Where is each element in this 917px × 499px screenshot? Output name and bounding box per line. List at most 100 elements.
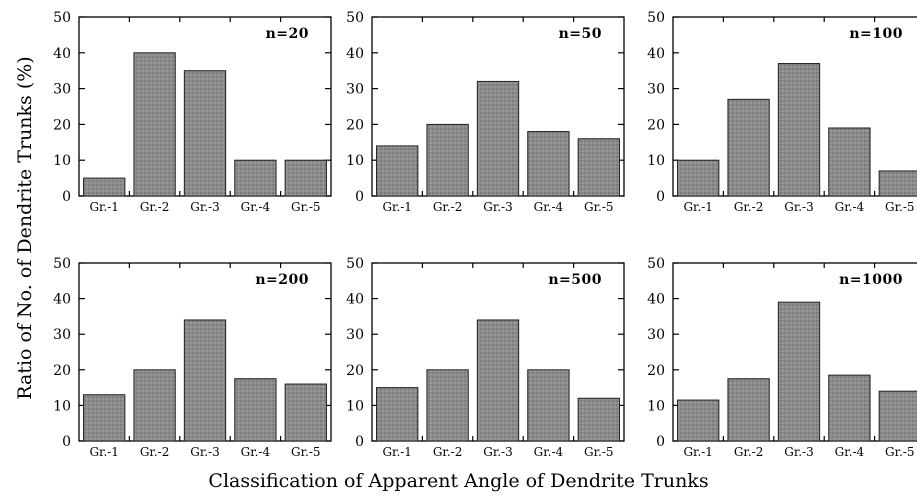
bar-Gr.-4 — [234, 159, 277, 197]
bar-Gr.-1 — [677, 399, 720, 442]
x-tick-label: Gr.-4 — [534, 200, 564, 214]
y-tick-label: 0 — [656, 434, 665, 450]
y-tick-label: 10 — [647, 153, 665, 169]
x-tick-label: Gr.-5 — [584, 445, 614, 459]
x-tick-label: Gr.-4 — [835, 445, 865, 459]
y-tick-label: 30 — [346, 82, 364, 98]
x-tick-label: Gr.-3 — [784, 200, 814, 214]
bar-Gr.-4 — [234, 378, 277, 442]
bar-Gr.-4 — [527, 369, 570, 442]
y-tick-label: 0 — [656, 189, 665, 205]
chart-panel-n-500: 0 10 20 30 40 50 Gr.-1 Gr.-2 Gr.-3 Gr.-4 Gr.-5 n=50… — [346, 256, 625, 459]
y-tick-label: 40 — [647, 46, 665, 62]
bar-Gr.-3 — [183, 319, 227, 442]
bar-Gr.-5 — [284, 159, 327, 197]
x-tick-label: Gr.-4 — [241, 200, 271, 214]
panel-annotation: n=1000 — [839, 272, 903, 288]
y-tick-label: 10 — [647, 398, 665, 414]
y-tick-label: 10 — [346, 398, 364, 414]
x-tick-label: Gr.-3 — [190, 445, 220, 459]
x-tick-label: Gr.-4 — [241, 445, 271, 459]
chart-panel-n-1000: 0 10 20 30 40 50 Gr.-1 Gr.-2 Gr.-3 Gr.-4 Gr.-5 n=10… — [647, 256, 917, 459]
y-tick-label: 20 — [346, 363, 364, 379]
y-tick-label: 30 — [647, 82, 665, 98]
panel-annotation: n=100 — [849, 26, 903, 42]
x-tick-label: Gr.-5 — [291, 200, 321, 214]
y-tick-label: 10 — [53, 153, 71, 169]
y-tick-label: 30 — [647, 327, 665, 343]
y-tick-label: 40 — [346, 46, 364, 62]
x-tick-label: Gr.-3 — [784, 445, 814, 459]
x-tick-label: Gr.-1 — [382, 445, 412, 459]
y-tick-label: 0 — [355, 434, 364, 450]
bar-Gr.-3 — [777, 63, 821, 197]
x-tick-label: Gr.-1 — [89, 200, 119, 214]
y-tick-label: 0 — [62, 189, 71, 205]
x-tick-label: Gr.-2 — [140, 445, 170, 459]
bar-Gr.-5 — [284, 383, 327, 442]
y-tick-label: 50 — [53, 256, 71, 272]
y-tick-label: 50 — [647, 10, 665, 26]
x-tick-label: Gr.-2 — [433, 445, 463, 459]
y-tick-label: 30 — [53, 327, 71, 343]
bar-Gr.-1 — [376, 387, 419, 442]
y-tick-label: 30 — [346, 327, 364, 343]
bar-Gr.-1 — [83, 394, 126, 442]
y-tick-label: 50 — [346, 256, 364, 272]
bar-Gr.-5 — [878, 390, 917, 442]
x-tick-label: Gr.-5 — [291, 445, 321, 459]
y-tick-label: 40 — [346, 292, 364, 308]
x-tick-label: Gr.-1 — [683, 200, 713, 214]
bar-Gr.-2 — [426, 123, 469, 197]
y-tick-label: 50 — [346, 10, 364, 26]
x-tick-label: Gr.-4 — [534, 445, 564, 459]
bar-Gr.-5 — [577, 397, 620, 442]
x-tick-label: Gr.-1 — [683, 445, 713, 459]
x-tick-label: Gr.-2 — [734, 200, 764, 214]
x-tick-label: Gr.-1 — [382, 200, 412, 214]
bar-Gr.-5 — [577, 138, 620, 197]
y-tick-label: 20 — [346, 117, 364, 133]
x-tick-label: Gr.-2 — [734, 445, 764, 459]
bar-Gr.-1 — [83, 177, 126, 197]
x-tick-label: Gr.-2 — [140, 200, 170, 214]
bar-Gr.-4 — [828, 374, 871, 442]
chart-panel-n-100: 0 10 20 30 40 50 Gr.-1 Gr.-2 Gr.-3 Gr.-4 Gr.-5 n=10… — [647, 10, 917, 214]
y-tick-label: 0 — [355, 189, 364, 205]
y-tick-label: 50 — [53, 10, 71, 26]
x-tick-label: Gr.-3 — [483, 200, 513, 214]
panel-annotation: n=200 — [255, 272, 309, 288]
panel-annotation: n=20 — [266, 26, 309, 42]
y-tick-label: 20 — [53, 117, 71, 133]
x-tick-label: Gr.-4 — [835, 200, 865, 214]
bar-Gr.-1 — [677, 159, 720, 197]
x-tick-label: Gr.-2 — [433, 200, 463, 214]
y-tick-label: 40 — [53, 292, 71, 308]
bar-Gr.-5 — [878, 170, 917, 197]
bar-Gr.-2 — [426, 369, 469, 442]
bar-Gr.-3 — [476, 80, 520, 197]
x-tick-label: Gr.-1 — [89, 445, 119, 459]
y-tick-label: 20 — [647, 363, 665, 379]
x-tick-label: Gr.-3 — [190, 200, 220, 214]
panel-annotation: n=50 — [559, 26, 602, 42]
y-tick-label: 20 — [53, 363, 71, 379]
bar-Gr.-4 — [828, 127, 871, 197]
bar-Gr.-2 — [133, 52, 176, 197]
y-tick-label: 30 — [53, 82, 71, 98]
bar-Gr.-1 — [376, 145, 419, 197]
panel-annotation: n=500 — [548, 272, 602, 288]
x-tick-label: Gr.-3 — [483, 445, 513, 459]
y-tick-label: 50 — [647, 256, 665, 272]
chart-panel-n-50: 0 10 20 30 40 50 Gr.-1 Gr.-2 Gr.-3 Gr.-4 Gr.-5 n=50 — [346, 10, 625, 214]
y-tick-label: 40 — [647, 292, 665, 308]
bar-Gr.-3 — [183, 70, 227, 197]
bar-Gr.-2 — [133, 369, 176, 442]
chart-panel-n-20: 0 10 20 30 40 50 Gr.-1 Gr.-2 Gr.-3 Gr.-4 Gr.-5 n=20 — [53, 10, 332, 214]
y-tick-label: 10 — [346, 153, 364, 169]
x-axis-label: Classification of Apparent Angle of Dend… — [208, 470, 709, 492]
bar-Gr.-2 — [727, 98, 770, 197]
x-tick-label: Gr.-5 — [885, 445, 915, 459]
